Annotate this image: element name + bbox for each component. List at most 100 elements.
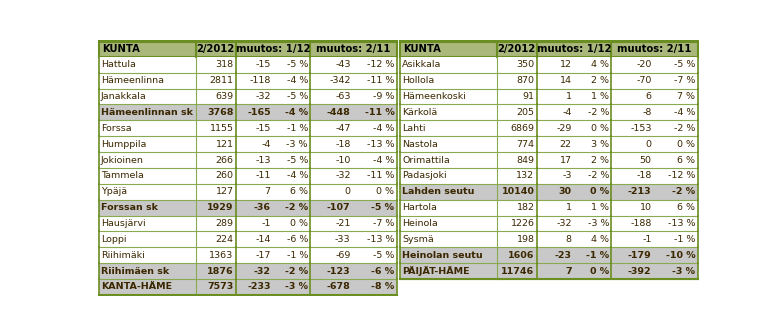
Text: Orimattila: Orimattila: [402, 156, 450, 165]
Text: -4 %: -4 %: [674, 108, 695, 117]
Text: Kärkolä: Kärkolä: [402, 108, 437, 117]
Text: 0 %: 0 %: [678, 140, 695, 149]
Text: 205: 205: [517, 108, 535, 117]
Text: 0 %: 0 %: [590, 266, 609, 275]
Text: 224: 224: [215, 235, 233, 244]
Text: -8 %: -8 %: [371, 282, 395, 291]
Text: -3 %: -3 %: [287, 140, 308, 149]
Text: 6 %: 6 %: [290, 187, 308, 196]
Text: 0 %: 0 %: [591, 124, 609, 133]
Text: -29: -29: [556, 124, 572, 133]
Text: 6: 6: [646, 92, 652, 101]
Text: muutos: 1/12: muutos: 1/12: [537, 44, 611, 54]
Text: -123: -123: [327, 266, 350, 275]
Bar: [99, 279, 397, 295]
Text: 17: 17: [559, 156, 572, 165]
Text: Heinola: Heinola: [402, 219, 437, 228]
Text: -13 %: -13 %: [367, 235, 395, 244]
Bar: [99, 120, 397, 136]
Text: -32: -32: [255, 92, 270, 101]
Text: -1 %: -1 %: [287, 124, 308, 133]
Text: -13 %: -13 %: [668, 219, 695, 228]
Text: 639: 639: [215, 92, 233, 101]
Bar: [399, 263, 698, 279]
Bar: [99, 231, 397, 247]
Text: 289: 289: [215, 219, 233, 228]
Text: 1363: 1363: [209, 251, 233, 260]
Text: 10140: 10140: [502, 187, 535, 196]
Text: Hämeenlinnan sk: Hämeenlinnan sk: [101, 108, 193, 117]
Text: Hattula: Hattula: [101, 60, 136, 69]
Bar: [399, 42, 698, 57]
Text: -36: -36: [253, 203, 270, 212]
Text: 182: 182: [517, 203, 535, 212]
Text: -18: -18: [636, 171, 652, 180]
Text: -13 %: -13 %: [367, 140, 395, 149]
Text: -4 %: -4 %: [287, 171, 308, 180]
Text: -3 %: -3 %: [672, 266, 695, 275]
Text: 0: 0: [646, 140, 652, 149]
Text: 50: 50: [639, 156, 652, 165]
Text: -15: -15: [256, 124, 270, 133]
Text: 0 %: 0 %: [376, 187, 395, 196]
Text: -118: -118: [249, 76, 270, 85]
Text: 1 %: 1 %: [591, 203, 609, 212]
Text: -1: -1: [643, 235, 652, 244]
Text: -6 %: -6 %: [287, 235, 308, 244]
Bar: [399, 184, 698, 200]
Text: -15: -15: [256, 60, 270, 69]
Text: 870: 870: [517, 76, 535, 85]
Text: 8: 8: [566, 235, 572, 244]
Text: -5 %: -5 %: [287, 60, 308, 69]
Text: -2 %: -2 %: [674, 124, 695, 133]
Text: Hämeenkoski: Hämeenkoski: [402, 92, 466, 101]
Text: 849: 849: [517, 156, 535, 165]
Bar: [99, 57, 397, 73]
Text: Riihimäki: Riihimäki: [101, 251, 145, 260]
Text: -4 %: -4 %: [373, 156, 395, 165]
Text: Heinolan seutu: Heinolan seutu: [402, 251, 483, 260]
Text: 3 %: 3 %: [591, 140, 609, 149]
Text: -32: -32: [253, 266, 270, 275]
Text: -233: -233: [247, 282, 270, 291]
Text: -11 %: -11 %: [367, 171, 395, 180]
Bar: [99, 136, 397, 152]
Text: -63: -63: [335, 92, 350, 101]
Text: PÄIJÄT-HÄME: PÄIJÄT-HÄME: [402, 266, 470, 276]
Text: -107: -107: [327, 203, 350, 212]
Text: 7 %: 7 %: [678, 92, 695, 101]
Text: Humppila: Humppila: [101, 140, 146, 149]
Text: 10: 10: [639, 203, 652, 212]
Text: -21: -21: [335, 219, 350, 228]
Bar: [399, 105, 698, 120]
Bar: [99, 42, 397, 57]
Text: -43: -43: [335, 60, 350, 69]
Text: 132: 132: [517, 171, 535, 180]
Text: -678: -678: [326, 282, 350, 291]
Bar: [99, 200, 397, 215]
Bar: [399, 247, 698, 263]
Text: 6869: 6869: [510, 124, 535, 133]
Bar: [99, 184, 397, 200]
Text: 91: 91: [522, 92, 535, 101]
Text: -70: -70: [636, 76, 652, 85]
Text: 0 %: 0 %: [290, 219, 308, 228]
Text: -5 %: -5 %: [287, 92, 308, 101]
Text: muutos: 1/12: muutos: 1/12: [235, 44, 310, 54]
Text: -32: -32: [335, 171, 350, 180]
Bar: [399, 136, 698, 152]
Text: -3 %: -3 %: [587, 219, 609, 228]
Text: -179: -179: [628, 251, 652, 260]
Text: -342: -342: [329, 76, 350, 85]
Text: 350: 350: [517, 60, 535, 69]
Text: -1: -1: [261, 219, 270, 228]
Text: Asikkala: Asikkala: [402, 60, 441, 69]
Bar: [399, 89, 698, 105]
Text: Hartola: Hartola: [402, 203, 437, 212]
Bar: [399, 57, 698, 73]
Text: KANTA-HÄME: KANTA-HÄME: [101, 282, 172, 291]
Text: -32: -32: [556, 219, 572, 228]
Bar: [399, 215, 698, 231]
Text: -188: -188: [630, 219, 652, 228]
Text: -213: -213: [628, 187, 652, 196]
